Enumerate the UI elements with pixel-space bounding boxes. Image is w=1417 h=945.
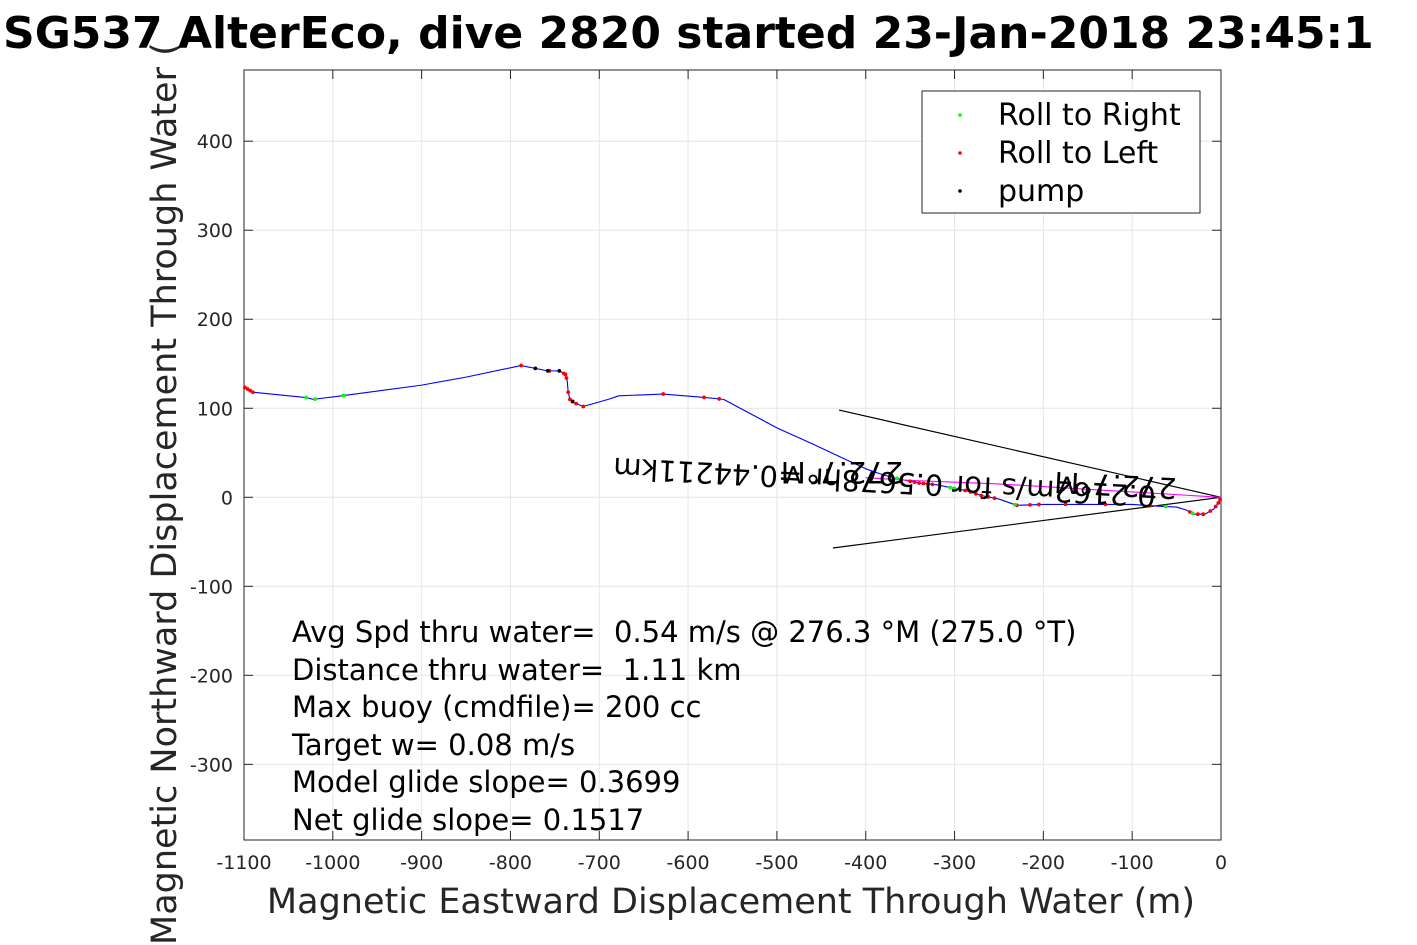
roll-left-marker (717, 397, 722, 401)
current-heading-label: 272.7°M (781, 455, 904, 489)
legend-label-roll-left: Roll to Left (998, 136, 1158, 171)
roll-left-marker (519, 363, 524, 368)
y-tick-label: -300 (190, 754, 233, 776)
roll-left-marker (899, 477, 904, 482)
roll-left-marker (566, 390, 571, 395)
pump-marker (533, 366, 538, 371)
roll-left-marker (1028, 502, 1032, 507)
x-tick-label: 0 (1215, 852, 1227, 874)
x-tick-label: -900 (400, 852, 443, 874)
track-line (243, 364, 1222, 515)
roll-left-marker (1148, 503, 1152, 508)
stat-distance: Distance thru water= 1.11 km (292, 653, 742, 687)
stat-max-buoy: Max buoy (cmdfile)= 200 cc (292, 690, 701, 724)
roll-left-marker (1216, 501, 1221, 505)
roll-left-marker (661, 392, 666, 396)
legend-box (921, 90, 1201, 214)
roll-left-marker (917, 481, 921, 485)
roll-right-marker (304, 395, 309, 400)
roll-left-marker (564, 376, 569, 380)
roll-left-marker (921, 481, 926, 486)
roll-right-marker (894, 476, 899, 481)
roll-left-marker (581, 404, 586, 409)
roll-left-marker (1196, 512, 1200, 517)
legend-marker-roll-right (958, 113, 962, 117)
x-axis-label: Magnetic Eastward Displacement Through W… (267, 882, 1195, 922)
y-tick-label: -100 (190, 576, 233, 598)
y-tick-label: 200 (197, 309, 233, 331)
current-wedge-line (838, 409, 1222, 498)
x-tick-label: -800 (489, 852, 532, 874)
x-tick-label: -600 (667, 852, 710, 874)
roll-left-marker (1218, 497, 1223, 502)
y-tick-label: 300 (197, 220, 233, 242)
x-tick-label: -1000 (305, 852, 360, 874)
roll-left-marker (702, 395, 706, 400)
legend-marker-pump (958, 189, 962, 193)
x-tick-label: -100 (1111, 852, 1154, 874)
axis-ticks: -1100 -1000 -900 -800 -700 -600 -500 -400 -300 -2… (190, 70, 1227, 874)
stats-annotation: Avg Spd thru water= 0.54 m/s @ 276.3 °M … (291, 615, 1076, 837)
legend-label-roll-right: Roll to Right (998, 98, 1181, 133)
roll-left-marker (568, 397, 572, 402)
data-lines (243, 364, 1222, 549)
x-tick-label: -200 (1022, 852, 1065, 874)
roll-left-marker (908, 479, 913, 484)
roll-right-marker (313, 397, 317, 402)
roll-left-marker (242, 385, 247, 390)
legend: Roll to Right Roll to Left pump (921, 90, 1201, 214)
roll-right-marker (1013, 502, 1017, 507)
stat-target-w: Target w= 0.08 m/s (291, 728, 575, 762)
data-markers (242, 363, 1223, 517)
x-tick-label: -500 (755, 852, 798, 874)
roll-left-marker (979, 493, 984, 498)
roll-left-marker (1103, 502, 1108, 507)
roll-left-marker (992, 496, 997, 501)
pump-marker (545, 368, 550, 373)
roll-left-marker (1063, 502, 1068, 507)
stat-model-glide-slope: Model glide slope= 0.3699 (292, 765, 680, 799)
y-tick-label: 0 (221, 487, 233, 509)
x-tick-label: -400 (844, 852, 887, 874)
current-line (865, 477, 1222, 498)
roll-left-marker (1201, 512, 1206, 517)
roll-right-marker (948, 485, 953, 490)
y-axis-label: Magnetic Northward Displacement Through … (145, 42, 185, 945)
axis-box (243, 69, 1222, 841)
roll-left-marker (963, 488, 968, 493)
roll-left-marker (1208, 509, 1213, 513)
roll-left-marker (968, 490, 973, 494)
roll-left-marker (574, 401, 579, 406)
roll-right-marker (341, 393, 346, 398)
chart-title: SG537 AlterEco, dive 2820 started 23-Jan… (3, 8, 1374, 59)
x-tick-label: -700 (578, 852, 621, 874)
x-tick-label: -1100 (216, 852, 271, 874)
legend-label-pump: pump (998, 174, 1084, 209)
pump-marker (570, 399, 575, 404)
legend-marker-roll-left (958, 151, 962, 155)
roll-left-marker (912, 480, 917, 485)
roll-left-marker (926, 482, 930, 486)
roll-right-marker (1164, 504, 1168, 509)
roll-left-marker (930, 482, 935, 487)
roll-left-marker (561, 371, 566, 376)
y-tick-label: 400 (197, 131, 233, 153)
roll-right-marker (952, 486, 957, 491)
roll-left-marker (986, 495, 991, 499)
stat-avg-speed: Avg Spd thru water= 0.54 m/s @ 276.3 °M … (292, 615, 1076, 649)
x-tick-label: -300 (933, 852, 976, 874)
stat-net-glide-slope: Net glide slope= 0.1517 (292, 803, 644, 837)
y-tick-label: 100 (197, 398, 233, 420)
pump-marker (557, 368, 562, 373)
track-heading-label: 272.7°M (1053, 465, 1177, 505)
roll-right-marker (1190, 511, 1195, 516)
roll-left-marker (1213, 504, 1218, 509)
roll-left-marker (1037, 502, 1041, 507)
roll-left-marker (973, 491, 978, 496)
y-tick-label: -200 (190, 665, 233, 687)
